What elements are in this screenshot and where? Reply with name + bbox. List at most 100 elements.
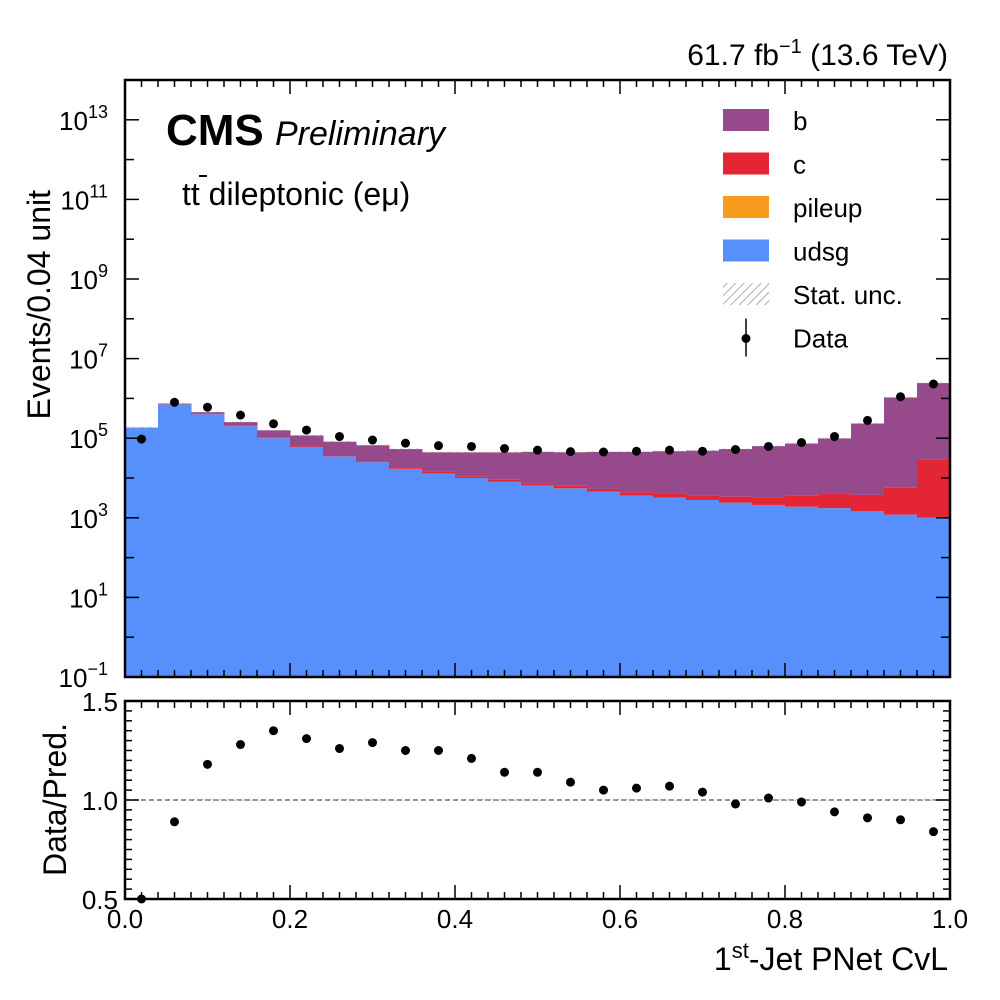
bar-b-8: [389, 449, 423, 468]
data-point-17: [698, 446, 707, 456]
bar-c-15: [620, 492, 654, 496]
preliminary-label: Preliminary: [275, 115, 447, 153]
data-point-22: [863, 415, 872, 425]
y-tick-label: 101: [69, 579, 108, 613]
ratio-point-9: [434, 746, 443, 755]
y-tick-label: 105: [69, 420, 108, 454]
bar-b-14: [587, 451, 621, 489]
bar-b-24: [917, 383, 950, 460]
legend-item-c: c: [723, 150, 806, 180]
bar-udsg-14: [587, 491, 621, 677]
data-point-13: [566, 447, 575, 457]
bar-b-6: [323, 441, 357, 456]
data-point-19: [764, 441, 773, 451]
ratio-point-1: [170, 817, 179, 827]
bar-b-13: [554, 452, 588, 486]
data-point-8: [401, 438, 410, 448]
bar-udsg-1: [158, 404, 192, 677]
legend-swatch-b: [723, 109, 769, 131]
ratio-y-tick-label: 1.0: [82, 786, 118, 816]
unc-band-0: [125, 426, 158, 429]
bar-c-22: [851, 494, 885, 512]
svg-text:tt dileptonic (eμ): tt dileptonic (eμ): [182, 176, 410, 212]
legend-label: pileup: [793, 193, 862, 223]
bar-b-23: [884, 397, 918, 488]
bar-b-17: [686, 450, 720, 496]
ratio-point-2: [203, 759, 212, 769]
x-tick-label: 0.4: [437, 904, 473, 934]
ratio-unc-6: [323, 799, 356, 801]
ratio-unc-21: [818, 799, 851, 801]
legend-label: b: [793, 106, 807, 136]
legend: bc pileup udsg Stat. unc. Data: [723, 106, 903, 357]
bar-b-19: [752, 446, 786, 498]
ratio-unc-7: [356, 799, 389, 801]
bar-b-16: [653, 451, 687, 494]
data-point-23: [896, 392, 905, 402]
data-point-10: [467, 441, 476, 451]
legend-item-udsg: udsg: [723, 237, 849, 267]
legend-item-data: Data: [741, 318, 848, 357]
bar-c-8: [389, 467, 423, 469]
x-tick-label: 0.8: [767, 904, 803, 934]
legend-item-unc: Stat. unc.: [723, 280, 903, 310]
ratio-points: [137, 726, 938, 904]
bar-udsg-23: [884, 514, 918, 677]
ratio-unc-22: [851, 799, 884, 801]
bar-udsg-8: [389, 468, 423, 677]
bar-c-12: [521, 483, 555, 486]
cms-label: CMS: [166, 106, 264, 155]
ratio-y-axis-title: Data/Pred.: [37, 723, 73, 876]
data-points: [137, 379, 938, 457]
ratio-point-20: [797, 797, 806, 807]
legend-swatch-udsg: [723, 239, 769, 262]
bar-udsg-20: [785, 506, 819, 677]
bar-udsg-5: [290, 447, 324, 677]
bar-udsg-16: [653, 497, 687, 677]
data-point-0: [137, 434, 146, 444]
data-point-3: [236, 410, 245, 420]
legend-item-b: b: [723, 106, 807, 136]
bar-b-10: [455, 452, 489, 477]
legend-swatch-pileup: [723, 196, 769, 218]
y-tick-label: 10−1: [59, 659, 108, 693]
data-point-12: [533, 445, 542, 455]
ratio-y-tick-label: 1.5: [82, 687, 118, 717]
legend-label: Stat. unc.: [793, 280, 903, 310]
bar-c-10: [455, 476, 489, 478]
bar-c-18: [719, 496, 753, 503]
bar-c-13: [554, 485, 588, 489]
data-point-14: [599, 447, 608, 457]
unc-band-3: [224, 421, 257, 423]
ratio-point-16: [665, 781, 674, 791]
bar-udsg-15: [620, 495, 654, 677]
unc-band-2: [191, 411, 224, 413]
bar-b-21: [818, 438, 852, 495]
ratio-point-22: [863, 813, 872, 823]
bar-udsg-4: [257, 438, 291, 677]
ratio-point-24: [929, 827, 938, 837]
ratio-point-13: [566, 777, 575, 787]
bar-udsg-13: [554, 488, 588, 677]
unc-band-6: [323, 440, 356, 443]
data-point-20: [797, 437, 806, 447]
ratio-point-18: [731, 799, 740, 809]
data-point-24: [929, 379, 938, 389]
bar-c-24: [917, 459, 950, 518]
bar-udsg-6: [323, 456, 357, 677]
ratio-point-11: [500, 767, 509, 777]
ratio-point-10: [467, 753, 476, 763]
x-tick-label: 0.6: [602, 904, 638, 934]
ratio-point-3: [236, 740, 245, 750]
ratio-unc-23: [884, 799, 917, 801]
bar-c-16: [653, 493, 687, 498]
ratio-point-8: [401, 746, 410, 755]
data-point-4: [269, 419, 278, 429]
x-tick-labels: 0.0 0.2 0.4 0.6 0.8 1.0: [107, 904, 968, 934]
ratio-panel: 0.51.01.5 0.0 0.2 0.4 0.6 0.8 1.0 Data/Pred. …: [37, 687, 968, 977]
legend-swatch-unc: [723, 283, 769, 305]
y-tick-label: 109: [69, 261, 108, 295]
channel-label: tt dileptonic (eμ): [182, 175, 410, 212]
bar-udsg-19: [752, 504, 786, 677]
unc-band-5: [290, 434, 323, 437]
